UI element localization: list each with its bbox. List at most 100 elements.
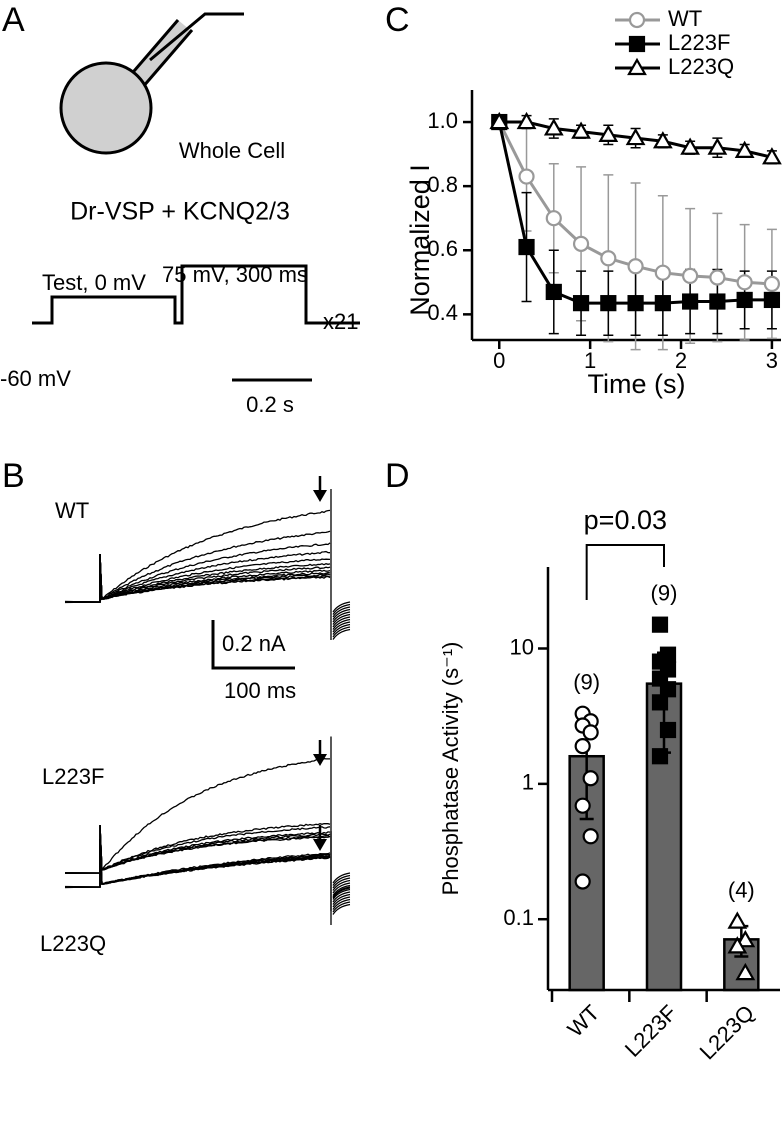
x-tick-label: 1 [584, 348, 596, 373]
marker [682, 293, 699, 310]
tail-current [332, 898, 351, 910]
x-tick-label: 2 [675, 348, 687, 373]
marker [707, 137, 728, 155]
marker [582, 724, 599, 741]
trace [64, 824, 331, 875]
protocol-label: -60 mV [0, 366, 71, 391]
marker [545, 283, 562, 301]
protocol-label: x21 [323, 309, 358, 334]
trace [64, 757, 330, 874]
pipette-wall [140, 29, 194, 89]
y-tick-label: 0.4 [427, 300, 458, 325]
marker [625, 127, 646, 146]
marker [654, 295, 671, 312]
voltage-protocol [32, 264, 360, 325]
marker [627, 57, 647, 76]
scale-label: 0.2 s [246, 392, 294, 417]
marker [734, 140, 755, 158]
panel-label: C [385, 1, 410, 39]
tail-current [332, 884, 351, 896]
tail-current [332, 896, 351, 908]
marker [736, 291, 753, 309]
marker [680, 137, 701, 155]
protocol-label: 75 mV, 300 ms [162, 262, 308, 287]
y-axis-label: Normalized I [405, 164, 435, 316]
tail-current [332, 901, 351, 913]
marker [518, 238, 535, 256]
panel-label: A [2, 1, 25, 39]
cell-label: Whole Cell [179, 138, 285, 163]
marker [651, 694, 669, 711]
tail-current [332, 623, 351, 635]
trace [64, 824, 331, 874]
scale-bar [211, 620, 295, 670]
marker [545, 210, 562, 227]
trace [64, 542, 331, 603]
marker [571, 121, 591, 139]
marker [654, 264, 671, 281]
x-tick-label: 0 [493, 348, 505, 373]
arrow-head [313, 754, 327, 766]
marker [598, 124, 619, 142]
marker [516, 111, 537, 130]
tail-current [332, 601, 351, 613]
tail-current [332, 893, 351, 905]
marker [727, 911, 748, 929]
tail-current [332, 891, 351, 903]
legend-label: L223F [668, 30, 730, 55]
tail-current [332, 882, 351, 894]
trace [64, 838, 331, 889]
current-traces [64, 476, 351, 925]
trace [64, 553, 331, 603]
tail-current [332, 888, 351, 900]
cell [59, 61, 153, 155]
legend-label: L223Q [668, 54, 734, 79]
tail-current [332, 626, 351, 638]
tail-current [332, 887, 351, 899]
arrow-head [313, 839, 327, 851]
marker [727, 936, 748, 954]
marker [709, 293, 726, 310]
tail-current [332, 903, 351, 915]
x-tick-label: WT [562, 1000, 604, 1042]
marker [518, 168, 535, 185]
marker [735, 929, 756, 948]
tail-current [332, 606, 351, 618]
bar-chart: 0.1 1 10 Phosphatase Activity (s⁻¹) (9) WT (9)… [438, 505, 780, 1064]
scale-label: 0.2 nA [222, 631, 286, 656]
panel-label: D [385, 457, 410, 495]
tail-current [332, 611, 351, 623]
protocol-label: Test, 0 mV [42, 270, 146, 295]
trace [64, 509, 331, 603]
n-label: (9) [573, 669, 600, 694]
trace [64, 550, 331, 603]
y-tick-label: 1.0 [427, 108, 458, 133]
marker [574, 738, 591, 755]
tail-current [332, 603, 351, 615]
tail-current [332, 621, 351, 633]
trace-label: L223F [42, 764, 104, 789]
y-tick-label: 10 [510, 634, 534, 659]
construct-label: Dr-VSP + KCNQ2/3 [70, 198, 290, 226]
n-label: (4) [728, 877, 755, 902]
marker [659, 721, 677, 739]
tail-current [332, 886, 351, 898]
tail-current [332, 872, 351, 884]
tail-current [332, 874, 351, 886]
marker [736, 274, 753, 291]
electrode-wire [149, 12, 244, 62]
marker [574, 797, 591, 814]
y-axis-label: Phosphatase Activity (s⁻¹) [438, 642, 463, 896]
tail-current [332, 877, 351, 889]
marker [543, 118, 564, 136]
trace [64, 530, 331, 603]
marker [600, 250, 617, 267]
marker [651, 748, 669, 765]
marker [627, 258, 644, 275]
tail-current [332, 608, 351, 620]
marker [627, 295, 644, 312]
x-tick-label: L223Q [695, 1000, 759, 1064]
panel-label: B [2, 457, 25, 495]
